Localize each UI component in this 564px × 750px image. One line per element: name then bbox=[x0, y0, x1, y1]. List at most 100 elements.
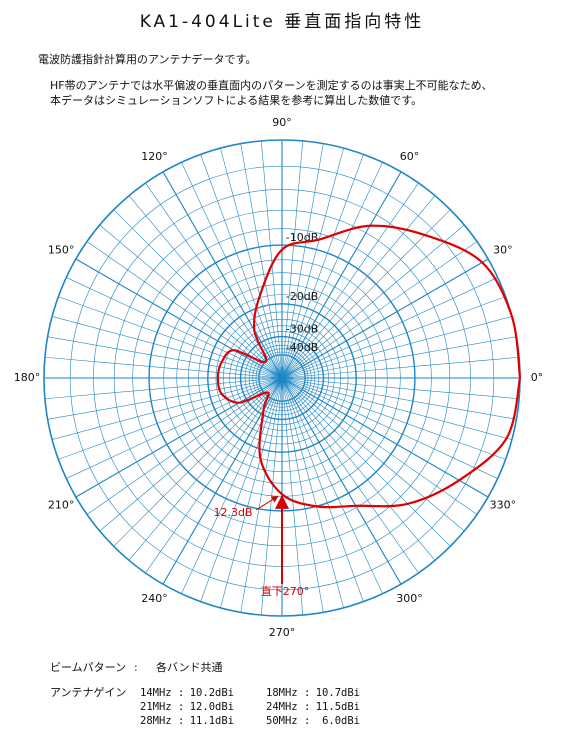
polar-plot: -10dB-20dB-30dB-40dB0°30°60°90°120°150°1… bbox=[14, 116, 544, 639]
spoke bbox=[281, 377, 506, 460]
angle-grid bbox=[281, 377, 402, 585]
gain: 10.7dBi bbox=[316, 687, 360, 699]
note: 本データはシミュレーションソフトによる結果を参考に算出した数値です。 bbox=[50, 93, 422, 107]
angle-tick-label: 30° bbox=[493, 244, 513, 257]
angle-tick-label: 150° bbox=[48, 244, 75, 257]
spoke bbox=[220, 377, 283, 608]
spoke bbox=[47, 336, 283, 379]
angle-grid bbox=[281, 377, 489, 498]
annotation: 直下270° bbox=[261, 584, 310, 598]
spoke bbox=[281, 377, 478, 515]
subtitle: 電波防護指針計算用のアンテナデータです。 bbox=[38, 52, 256, 66]
angle-tick-label: 120° bbox=[141, 150, 168, 163]
spoke bbox=[281, 356, 520, 379]
spoke bbox=[281, 377, 344, 608]
spoke bbox=[281, 296, 506, 379]
separator: : bbox=[304, 701, 310, 713]
spoke bbox=[200, 154, 283, 379]
spoke bbox=[86, 377, 283, 515]
r-tick-label: -30dB bbox=[286, 323, 319, 336]
gain: 11.5dBi bbox=[316, 701, 360, 713]
angle-tick-label: 330° bbox=[490, 499, 517, 512]
spoke bbox=[281, 377, 451, 547]
spoke bbox=[66, 277, 283, 379]
angle-tick-label: 180° bbox=[14, 371, 41, 384]
chart-title: KA1-404Lite 垂直面指向特性 bbox=[140, 12, 425, 32]
spoke bbox=[281, 182, 419, 379]
pattern-line bbox=[216, 224, 522, 509]
spoke bbox=[281, 377, 419, 574]
band: 18MHz bbox=[266, 687, 298, 699]
spoke bbox=[113, 377, 283, 547]
angle-grid bbox=[75, 258, 283, 379]
spoke bbox=[58, 296, 283, 379]
spoke bbox=[200, 377, 283, 602]
band: 28MHz bbox=[140, 715, 172, 727]
spoke bbox=[281, 377, 512, 440]
spoke bbox=[281, 377, 436, 561]
spoke bbox=[220, 148, 283, 379]
r-tick-label: -40dB bbox=[286, 341, 319, 354]
band: 21MHz bbox=[140, 701, 172, 713]
spoke bbox=[281, 377, 324, 613]
spoke bbox=[145, 377, 283, 574]
angle-grid bbox=[162, 171, 283, 379]
angle-tick-label: 60° bbox=[400, 150, 420, 163]
gain: 10.2dBi bbox=[190, 687, 234, 699]
angle-grid bbox=[75, 377, 283, 498]
annotation-arrow bbox=[255, 495, 279, 511]
separator: : bbox=[178, 687, 184, 699]
spoke bbox=[113, 209, 283, 379]
spoke bbox=[281, 143, 324, 379]
annotation: 12.3dB bbox=[213, 506, 252, 519]
spoke bbox=[281, 148, 344, 379]
spoke bbox=[281, 377, 304, 616]
band: 24MHz bbox=[266, 701, 298, 713]
angle-tick-label: 300° bbox=[396, 592, 423, 605]
angle-tick-label: 90° bbox=[272, 116, 292, 129]
r-tick-label: -20dB bbox=[286, 290, 319, 303]
spoke bbox=[181, 377, 283, 594]
spoke bbox=[281, 154, 364, 379]
angle-grid bbox=[281, 171, 402, 379]
beam-label: ビームパターン bbox=[50, 661, 126, 674]
spoke bbox=[281, 241, 478, 379]
spoke bbox=[58, 377, 283, 460]
band: 14MHz bbox=[140, 687, 172, 699]
spoke bbox=[281, 377, 465, 532]
spoke bbox=[281, 209, 451, 379]
spoke bbox=[281, 316, 512, 379]
gain: 6.0dBi bbox=[322, 715, 360, 727]
angle-tick-label: 0° bbox=[531, 371, 544, 384]
gain: 12.0dBi bbox=[190, 701, 234, 713]
angle-grid bbox=[281, 258, 489, 379]
spoke bbox=[240, 377, 283, 613]
spoke bbox=[44, 377, 283, 400]
spoke bbox=[99, 224, 283, 379]
note: HF帯のアンテナでは水平偏波の垂直面内のパターンを測定するのは事実上不可能なため… bbox=[50, 78, 493, 92]
spoke bbox=[44, 356, 283, 379]
angle-tick-label: 210° bbox=[48, 499, 75, 512]
spoke bbox=[281, 377, 517, 420]
spoke bbox=[281, 336, 517, 379]
spoke bbox=[281, 377, 498, 479]
spoke bbox=[281, 377, 383, 594]
spoke bbox=[52, 316, 283, 379]
separator: : bbox=[304, 715, 310, 727]
band: 50MHz bbox=[266, 715, 298, 727]
spoke bbox=[281, 377, 364, 602]
spoke bbox=[281, 195, 436, 379]
spoke bbox=[281, 140, 304, 379]
spoke bbox=[281, 162, 383, 379]
gain-label: アンテナゲイン bbox=[50, 686, 126, 699]
separator: : bbox=[178, 715, 184, 727]
gain: 11.1dBi bbox=[190, 715, 234, 727]
separator: : bbox=[178, 701, 184, 713]
spoke bbox=[99, 377, 283, 532]
spoke bbox=[128, 195, 283, 379]
spoke bbox=[181, 162, 283, 379]
separator: : bbox=[304, 687, 310, 699]
spoke bbox=[66, 377, 283, 479]
